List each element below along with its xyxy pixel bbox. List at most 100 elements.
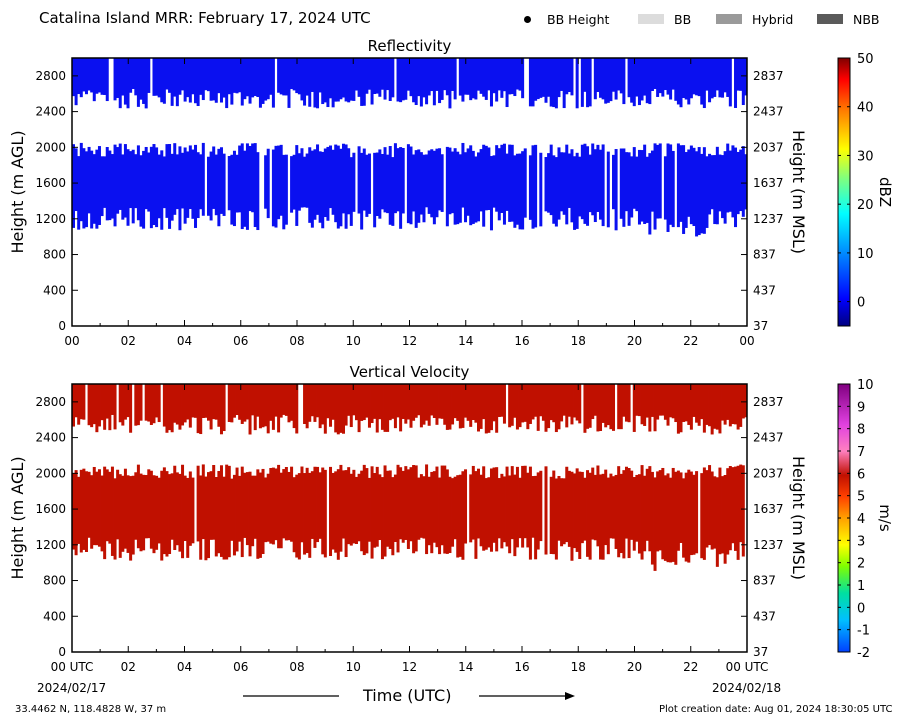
echo-column [300,466,304,543]
echo-column [422,58,426,98]
echo-column [443,465,447,554]
echo-column [103,156,107,208]
echo-column [354,384,358,421]
echo-column [435,466,439,548]
colorbar-tick-label: 0 [857,296,865,311]
echo-column [131,149,135,224]
echo-column [580,144,584,220]
echo-column [352,384,356,416]
y-tick-label: 800 [43,574,66,588]
echo-column [523,384,527,422]
echo-column [165,471,169,557]
echo-column [287,384,291,423]
echo-column [557,58,561,98]
echo-column [469,384,473,427]
echo-column [599,58,603,98]
echo-column [422,384,426,425]
echo-column [194,144,198,228]
echo-column [217,384,221,427]
echo-column [165,58,169,90]
y-axis-label: Height (m AGL) [8,456,27,579]
echo-column [87,146,91,214]
echo-column [264,58,268,101]
echo-column [129,58,133,93]
echo-column [277,464,281,549]
echo-column [82,148,86,229]
echo-column [570,149,574,223]
nbb-swatch-icon [817,14,843,24]
echo-column [451,478,455,547]
echo-column [253,475,257,539]
echo-column [588,472,592,560]
echo-column [186,58,190,98]
echo-column [354,476,358,544]
echo-column [661,467,665,560]
hybrid-swatch-icon [716,14,742,24]
echo-column [219,465,223,557]
echo-column [671,384,675,419]
echo-column [181,58,185,91]
echo-column [339,148,343,227]
echo-column [705,156,709,228]
echo-column [676,384,680,434]
echo-column [500,144,504,213]
echo-column [612,476,615,539]
echo-column [596,58,600,92]
echo-column [466,384,470,421]
echo-column [375,152,379,216]
echo-column [113,144,117,227]
echo-column [443,58,447,91]
echo-column [591,143,595,216]
echo-column [214,58,218,103]
colorbar-label: dBZ [876,177,894,207]
x-tick-label: 18 [571,334,586,348]
echo-column [191,384,195,418]
echo-column [721,476,725,554]
echo-column [253,143,257,228]
echo-column [586,470,590,557]
echo-column [676,470,680,551]
echo-column [630,58,634,103]
echo-column [295,384,299,434]
echo-column [658,58,662,94]
echo-column [168,144,172,229]
echo-column [728,466,732,551]
echo-column [632,58,636,107]
echo-column [609,384,613,430]
echo-column [380,58,384,90]
echo-column [650,58,654,91]
echo-column [479,58,483,94]
echo-column [531,384,535,420]
echo-column [300,58,304,101]
echo-column [515,153,519,225]
echo-column [484,58,488,100]
echo-column [256,152,260,231]
echo-column [308,472,312,558]
echo-column [116,58,120,98]
echo-column [741,465,745,557]
echo-column [536,472,540,550]
echo-column [253,58,257,96]
echo-column [622,58,626,105]
x-tick-label: 00 UTC [726,660,769,674]
echo-column [196,152,200,219]
echo-column [567,384,571,417]
echo-column [461,471,465,560]
echo-column [95,471,99,546]
echo-column [108,150,112,221]
y-tick-label: 2400 [35,105,66,119]
echo-column [565,58,569,95]
echo-column [349,473,353,546]
station-location: 33.4462 N, 118.4828 W, 37 m [15,704,167,715]
echo-column [731,467,735,544]
echo-column [360,58,364,106]
echo-column [290,384,294,421]
x-tick-label: 06 [233,660,248,674]
echo-column [240,466,244,558]
echo-column [552,384,556,423]
echo-column [528,155,532,220]
echo-column [313,149,317,220]
echo-column [196,384,200,434]
echo-column [435,148,439,218]
echo-column [87,471,91,538]
